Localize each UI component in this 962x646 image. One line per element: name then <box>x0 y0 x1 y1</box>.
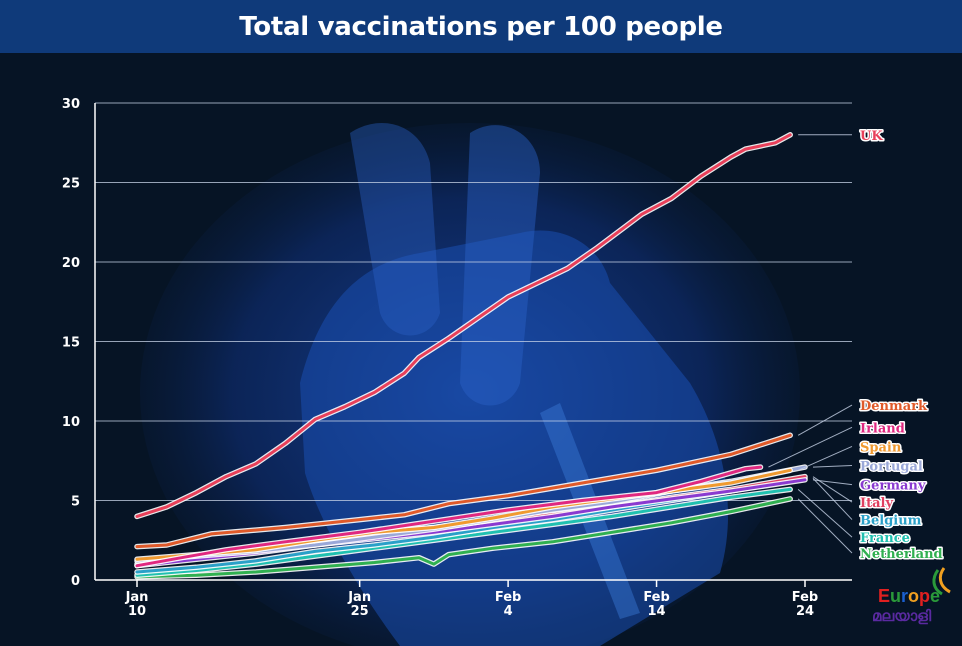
y-tick-label-25: 25 <box>62 177 80 192</box>
series-label-uk: UK <box>860 129 883 144</box>
x-tick-label-0-month: Jan <box>125 590 149 605</box>
x-tick-label-3-month: Feb <box>643 590 669 605</box>
series-label-halo-germany: Germany <box>860 479 926 494</box>
logo-letter: p <box>919 586 931 606</box>
series-label-halo-portugal: Portugal <box>860 460 923 475</box>
series-line-denmark <box>135 433 792 549</box>
series-label-irland: Irland <box>860 421 905 436</box>
logo-word-text: Europe <box>878 586 940 606</box>
series-label-halo-uk: UK <box>860 129 883 144</box>
x-tick-label-3-day: 14 <box>648 604 666 619</box>
series-label-halo-italy: Italy <box>860 496 893 511</box>
leader-line-denmark <box>797 404 853 436</box>
chart-series <box>134 132 808 580</box>
y-tick-label-5: 5 <box>71 495 80 510</box>
series-line-uk <box>135 133 792 518</box>
y-tick-label-15: 15 <box>62 336 80 351</box>
x-tick-label-4-month: Feb <box>792 590 818 605</box>
x-tick-label-1-month: Jan <box>347 590 371 605</box>
y-tick-label-30: 30 <box>62 97 80 112</box>
series-line-spain <box>135 468 792 561</box>
series-labels: UKUKDenmarkDenmarkIrlandIrlandSpainSpain… <box>859 127 945 563</box>
chart-axes <box>94 103 852 587</box>
leader-line-belgium <box>812 477 853 520</box>
series-label-denmark: Denmark <box>860 399 928 414</box>
x-tick-label-1-day: 25 <box>351 604 369 619</box>
leader-line-france <box>797 488 853 538</box>
leader-line-italy <box>812 476 853 503</box>
series-label-halo-france: France <box>860 531 910 546</box>
chart-gridlines <box>95 102 852 501</box>
series-label-halo-netherland: Netherland <box>860 547 943 562</box>
series-line-netherland <box>135 497 792 579</box>
series-label-belgium: Belgium <box>860 514 922 529</box>
title-bar: Total vaccinations per 100 people <box>0 0 962 53</box>
logo-letter: u <box>890 586 902 606</box>
logo-swoosh-icon <box>932 567 951 596</box>
logo-letter: e <box>930 586 941 606</box>
series-label-halo-spain: Spain <box>860 440 902 455</box>
y-tick-label-0: 0 <box>71 574 80 589</box>
x-tick-label-2-day: 4 <box>504 604 513 619</box>
y-axis-tick-labels: 0 5 10 15 20 25 30 <box>62 97 80 589</box>
label-leader-lines <box>768 134 853 554</box>
series-label-halo-belgium: Belgium <box>860 514 922 529</box>
chart-title: Total vaccinations per 100 people <box>239 11 723 42</box>
series-line-france <box>135 487 792 577</box>
logo-letter: o <box>908 586 920 606</box>
leader-line-spain <box>797 445 853 471</box>
series-label-halo-irland: Irland <box>860 421 905 436</box>
background-hand-illustration <box>140 123 800 646</box>
logo-letter: E <box>878 586 891 606</box>
series-label-netherland: Netherland <box>860 547 943 562</box>
leader-line-portugal <box>812 465 853 468</box>
series-label-italy: Italy <box>860 496 893 511</box>
y-tick-label-20: 20 <box>62 256 80 271</box>
x-tick-label-0-day: 10 <box>128 604 146 619</box>
series-label-portugal: Portugal <box>860 460 923 475</box>
series-label-halo-denmark: Denmark <box>860 399 928 414</box>
logo-word: Europe <box>878 586 940 607</box>
series-label-spain: Spain <box>860 440 902 455</box>
leader-line-netherland <box>797 498 853 554</box>
series-line-irland <box>135 465 762 568</box>
leader-line-irland <box>768 426 853 468</box>
y-tick-label-10: 10 <box>62 415 80 430</box>
europe-malayali-logo: Europe മലയാളി <box>872 566 956 638</box>
series-label-germany: Germany <box>860 479 926 494</box>
logo-letter: r <box>901 586 909 606</box>
series-label-france: France <box>860 531 910 546</box>
x-tick-label-2-month: Feb <box>495 590 521 605</box>
logo-subtitle: മലയാളി <box>872 608 932 625</box>
x-tick-label-4-day: 24 <box>796 604 814 619</box>
